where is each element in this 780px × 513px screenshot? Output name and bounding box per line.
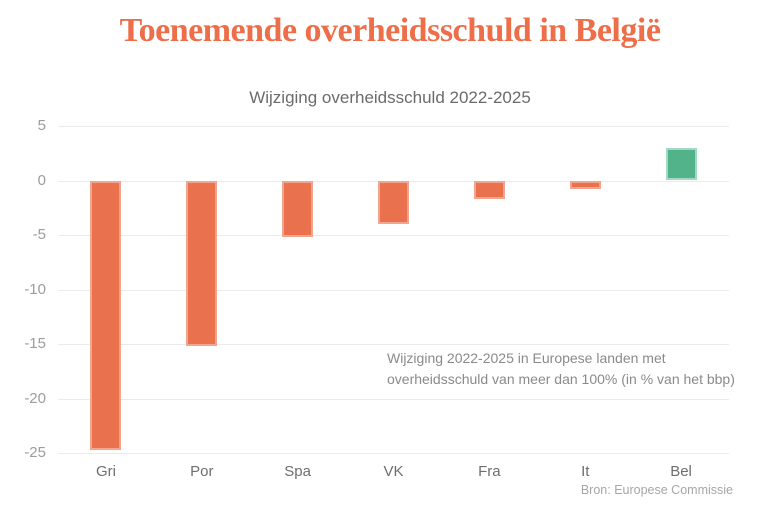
annotation-line-1: Wijziging 2022-2025 in Europese landen m… <box>387 350 666 366</box>
x-label-Gri: Gri <box>95 463 116 480</box>
y-tick-label--15: -15 <box>24 335 46 352</box>
y-tick-label--5: -5 <box>32 226 46 243</box>
chart-annotation: Wijziging 2022-2025 in Europese landen m… <box>387 348 735 390</box>
x-label-Spa: Spa <box>284 463 311 480</box>
chart-title: Wijziging overheidsschuld 2022-2025 <box>249 88 531 107</box>
x-label-Por: Por <box>190 463 214 480</box>
bar-Por <box>186 180 218 347</box>
x-label-Bel: Bel <box>670 463 692 480</box>
bar-Fra <box>473 180 505 199</box>
page-title: Toenemende overheidsschuld in België <box>119 12 661 49</box>
gridline-y--25 <box>58 453 729 454</box>
y-tick-label--10: -10 <box>24 280 46 298</box>
x-label-Fra: Fra <box>478 463 501 480</box>
y-tick-label--20: -20 <box>24 389 46 407</box>
bar-Gri <box>90 180 122 450</box>
annotation-line-2: overheidsschuld van meer dan 100% (in % … <box>387 371 735 387</box>
gridline-y--5 <box>58 235 729 236</box>
x-label-VK: VK <box>383 463 404 480</box>
bar-Bel <box>665 147 697 181</box>
gridline-y-5 <box>58 126 729 127</box>
bar-It <box>569 180 601 190</box>
gridline-y--20 <box>58 398 729 400</box>
bar-VK <box>378 180 409 225</box>
x-label-It: It <box>581 463 590 480</box>
source-credit: Bron: Europese Commissie <box>580 483 733 497</box>
bar-Spa <box>282 180 314 238</box>
gridline-y--15 <box>58 344 729 345</box>
gridline-y--10 <box>58 289 729 291</box>
y-tick-label-0: 0 <box>37 171 46 189</box>
y-tick-label--25: -25 <box>24 444 46 461</box>
y-tick-label-5: 5 <box>37 117 46 134</box>
